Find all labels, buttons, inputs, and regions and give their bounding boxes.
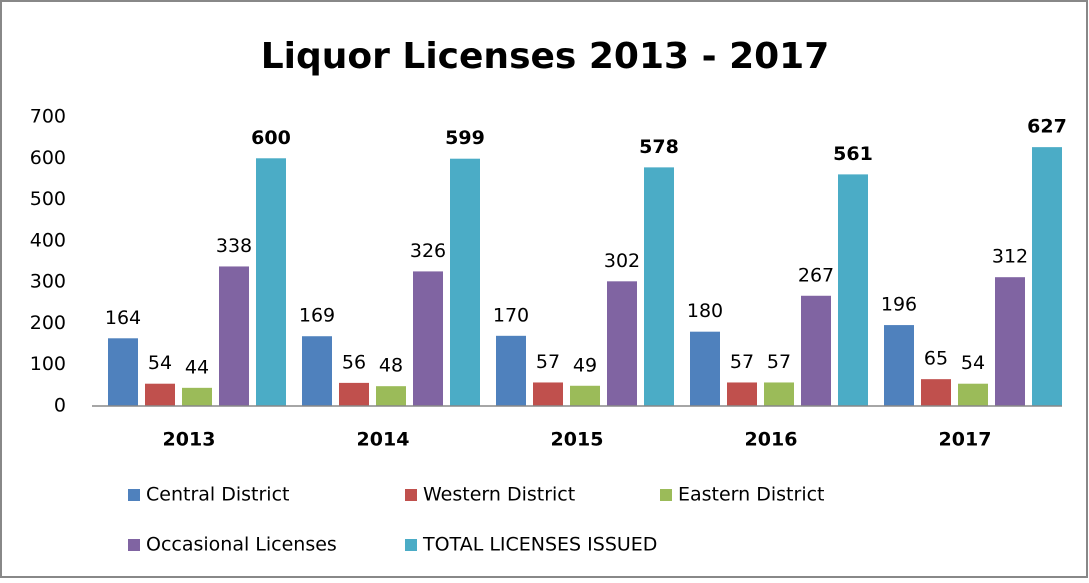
data-label: 44: [185, 356, 209, 378]
legend-swatch: [405, 489, 417, 501]
y-tick-label: 400: [30, 229, 66, 251]
legend-label: Central District: [146, 484, 289, 506]
legend-label: TOTAL LICENSES ISSUED: [422, 534, 657, 556]
bar: [607, 281, 637, 406]
data-label: 57: [767, 351, 791, 373]
bar: [570, 385, 600, 406]
data-label: 302: [604, 250, 640, 272]
bar: [376, 386, 406, 406]
data-label: 180: [687, 300, 723, 322]
x-tick-label: 2017: [939, 429, 992, 451]
bar: [450, 158, 480, 406]
bar: [727, 382, 757, 406]
data-label: 599: [445, 127, 485, 149]
bar: [533, 382, 563, 406]
y-tick-label: 500: [30, 188, 66, 210]
legend-label: Occasional Licenses: [146, 534, 337, 556]
legend-swatch: [128, 539, 140, 551]
data-label: 65: [924, 348, 948, 370]
data-label: 561: [833, 143, 873, 165]
bar: [108, 338, 138, 406]
bar: [256, 158, 286, 406]
bar: [413, 271, 443, 406]
bar: [884, 325, 914, 406]
x-tick-label: 2016: [745, 429, 798, 451]
bar: [339, 382, 369, 406]
y-tick-label: 0: [54, 395, 66, 417]
bar: [219, 266, 249, 406]
y-tick-label: 100: [30, 353, 66, 375]
data-label: 164: [105, 307, 141, 329]
legend-label: Eastern District: [678, 484, 825, 506]
chart-title: Liquor Licenses 2013 - 2017: [261, 36, 830, 77]
bar: [958, 383, 988, 406]
bar: [764, 382, 794, 406]
data-label: 312: [992, 246, 1028, 268]
bar: [690, 331, 720, 406]
data-label: 48: [379, 355, 403, 377]
y-tick-label: 700: [30, 106, 66, 128]
data-label: 57: [536, 351, 560, 373]
bar: [921, 379, 951, 406]
data-label: 169: [299, 305, 335, 327]
data-label: 627: [1027, 116, 1067, 138]
data-label: 170: [493, 304, 529, 326]
data-label: 267: [798, 264, 834, 286]
y-tick-label: 600: [30, 147, 66, 169]
data-label: 57: [730, 351, 754, 373]
data-label: 56: [342, 351, 366, 373]
bar: [182, 387, 212, 406]
data-label: 600: [251, 127, 291, 149]
bar: [838, 174, 868, 406]
bar: [995, 277, 1025, 406]
data-label: 338: [216, 235, 252, 257]
bar: [644, 167, 674, 406]
x-tick-label: 2013: [163, 429, 216, 451]
bar: [801, 295, 831, 406]
y-tick-label: 300: [30, 271, 66, 293]
y-tick-label: 200: [30, 312, 66, 334]
data-label: 49: [573, 354, 597, 376]
data-label: 196: [881, 294, 917, 316]
bar: [145, 383, 175, 406]
legend-swatch: [128, 489, 140, 501]
bar: [496, 335, 526, 406]
legend-label: Western District: [423, 484, 575, 506]
data-label: 326: [410, 240, 446, 262]
legend-swatch: [660, 489, 672, 501]
x-tick-label: 2015: [551, 429, 604, 451]
data-label: 578: [639, 136, 679, 158]
x-tick-label: 2014: [357, 429, 410, 451]
bar: [302, 336, 332, 406]
legend-swatch: [405, 539, 417, 551]
data-label: 54: [148, 352, 172, 374]
bar: [1032, 147, 1062, 407]
data-label: 54: [961, 352, 985, 374]
